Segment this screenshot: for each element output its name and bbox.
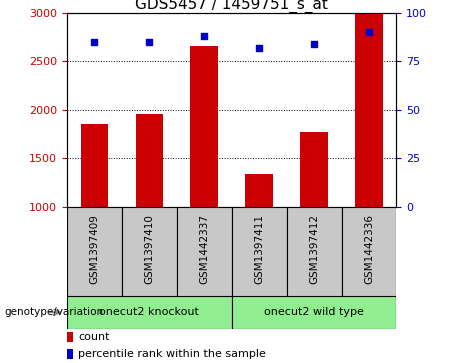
Text: onecut2 knockout: onecut2 knockout <box>99 307 199 317</box>
Bar <box>122 207 177 296</box>
Bar <box>81 125 108 207</box>
Point <box>201 33 208 39</box>
Text: GSM1397411: GSM1397411 <box>254 214 264 284</box>
Bar <box>342 207 396 296</box>
Text: GSM1442336: GSM1442336 <box>364 214 374 284</box>
Text: GSM1397412: GSM1397412 <box>309 214 319 284</box>
Bar <box>136 114 163 207</box>
Bar <box>177 207 231 296</box>
Point <box>91 39 98 45</box>
Bar <box>300 132 328 207</box>
Text: GSM1442337: GSM1442337 <box>199 214 209 284</box>
Point <box>310 41 318 47</box>
Bar <box>67 296 231 329</box>
Bar <box>190 46 218 207</box>
Bar <box>245 174 273 207</box>
Text: GSM1397409: GSM1397409 <box>89 214 99 284</box>
Text: onecut2 wild type: onecut2 wild type <box>264 307 364 317</box>
Point <box>365 29 372 35</box>
Point <box>146 39 153 45</box>
Bar <box>231 296 396 329</box>
Bar <box>67 207 122 296</box>
Bar <box>287 207 342 296</box>
Bar <box>67 332 73 342</box>
Text: percentile rank within the sample: percentile rank within the sample <box>78 349 266 359</box>
Title: GDS5457 / 1459751_s_at: GDS5457 / 1459751_s_at <box>135 0 328 13</box>
Bar <box>231 207 287 296</box>
Bar <box>67 349 73 359</box>
Point <box>255 45 263 50</box>
Bar <box>355 13 383 207</box>
Text: GSM1397410: GSM1397410 <box>144 214 154 284</box>
Text: genotype/variation: genotype/variation <box>5 307 104 317</box>
Text: count: count <box>78 332 110 342</box>
